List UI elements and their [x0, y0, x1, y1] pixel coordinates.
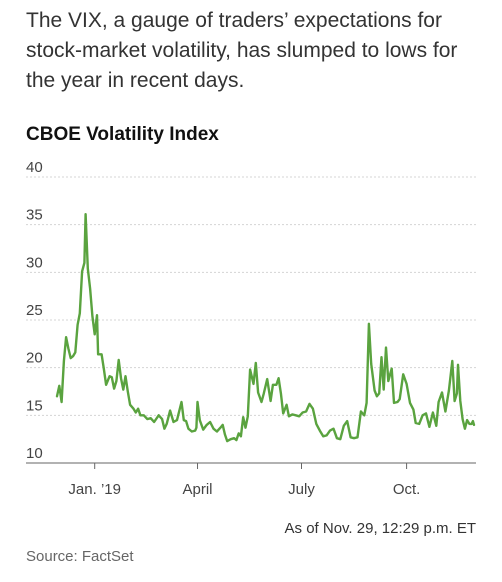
y-tick-label-35: 35: [26, 207, 43, 224]
series-layer: [55, 213, 476, 443]
gridlines: [26, 176, 476, 469]
x-tick-label-3: Oct.: [393, 481, 421, 498]
x-tick-label-2: July: [288, 481, 315, 498]
y-tick-label-15: 15: [26, 397, 43, 414]
chart-title: CBOE Volatility Index: [26, 124, 219, 145]
tick-labels: 10 15 20 25 30 35 40 Jan. ’19 April July Oct.: [26, 159, 420, 498]
x-tick-label-1: April: [183, 481, 213, 498]
y-tick-label-20: 20: [26, 350, 43, 367]
y-tick-label-30: 30: [26, 254, 43, 271]
source-label: Source: FactSet: [26, 548, 134, 565]
x-tick-label-0: Jan. ’19: [68, 481, 121, 498]
series-line-vix: [55, 213, 476, 443]
timestamp-note: As of Nov. 29, 12:29 p.m. ET: [284, 520, 476, 537]
y-tick-label-10: 10: [26, 445, 43, 462]
y-tick-label-25: 25: [26, 302, 43, 319]
chart-subhead: The VIX, a gauge of traders’ expectation…: [26, 9, 458, 92]
y-tick-label-40: 40: [26, 159, 43, 176]
